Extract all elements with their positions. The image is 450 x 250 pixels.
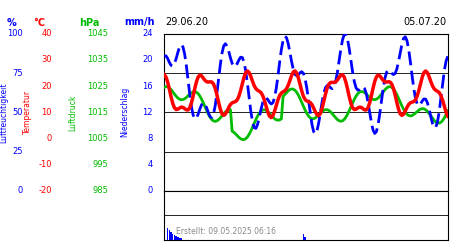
Text: 995: 995	[92, 160, 108, 169]
Text: 24: 24	[143, 29, 153, 38]
Text: Luftfeuchtigkeit: Luftfeuchtigkeit	[0, 82, 8, 142]
Text: 1005: 1005	[87, 134, 108, 143]
Text: 40: 40	[41, 29, 52, 38]
Bar	[172, 234, 174, 240]
Text: 100: 100	[7, 29, 22, 38]
Text: Erstellt: 09.05.2025 06:16: Erstellt: 09.05.2025 06:16	[176, 227, 275, 236]
Bar	[177, 237, 179, 240]
Text: -20: -20	[38, 186, 52, 196]
Text: 29.06.20: 29.06.20	[166, 17, 209, 27]
Text: 0: 0	[17, 186, 22, 196]
Text: 8: 8	[148, 134, 153, 143]
Bar	[170, 232, 172, 240]
Text: 1045: 1045	[87, 29, 108, 38]
Text: 20: 20	[143, 56, 153, 64]
Text: Luftdruck: Luftdruck	[68, 94, 77, 130]
Bar	[167, 228, 168, 240]
Text: 1025: 1025	[87, 82, 108, 91]
Bar	[176, 236, 177, 240]
Text: 50: 50	[12, 108, 22, 117]
Text: mm/h: mm/h	[124, 18, 154, 28]
Bar	[304, 237, 306, 240]
Text: 1035: 1035	[87, 56, 108, 64]
Text: 4: 4	[148, 160, 153, 169]
Bar	[179, 238, 180, 240]
Text: 12: 12	[143, 108, 153, 117]
Text: Niederschlag: Niederschlag	[121, 87, 130, 138]
Text: 0: 0	[148, 186, 153, 196]
Text: -10: -10	[38, 160, 52, 169]
Text: 25: 25	[12, 147, 22, 156]
Text: 1015: 1015	[87, 108, 108, 117]
Text: Temperatur: Temperatur	[23, 90, 32, 134]
Text: hPa: hPa	[79, 18, 99, 28]
Text: 0: 0	[46, 134, 52, 143]
Bar	[180, 238, 182, 240]
Text: 16: 16	[142, 82, 153, 91]
Bar	[303, 234, 304, 240]
Text: %: %	[7, 18, 17, 28]
Text: 75: 75	[12, 68, 22, 78]
Bar	[174, 235, 175, 240]
Text: 985: 985	[92, 186, 108, 196]
Text: 10: 10	[41, 108, 52, 117]
Text: °C: °C	[33, 18, 45, 28]
Text: 05.07.20: 05.07.20	[403, 17, 446, 27]
Text: 20: 20	[41, 82, 52, 91]
Text: 30: 30	[41, 56, 52, 64]
Bar	[169, 230, 170, 240]
